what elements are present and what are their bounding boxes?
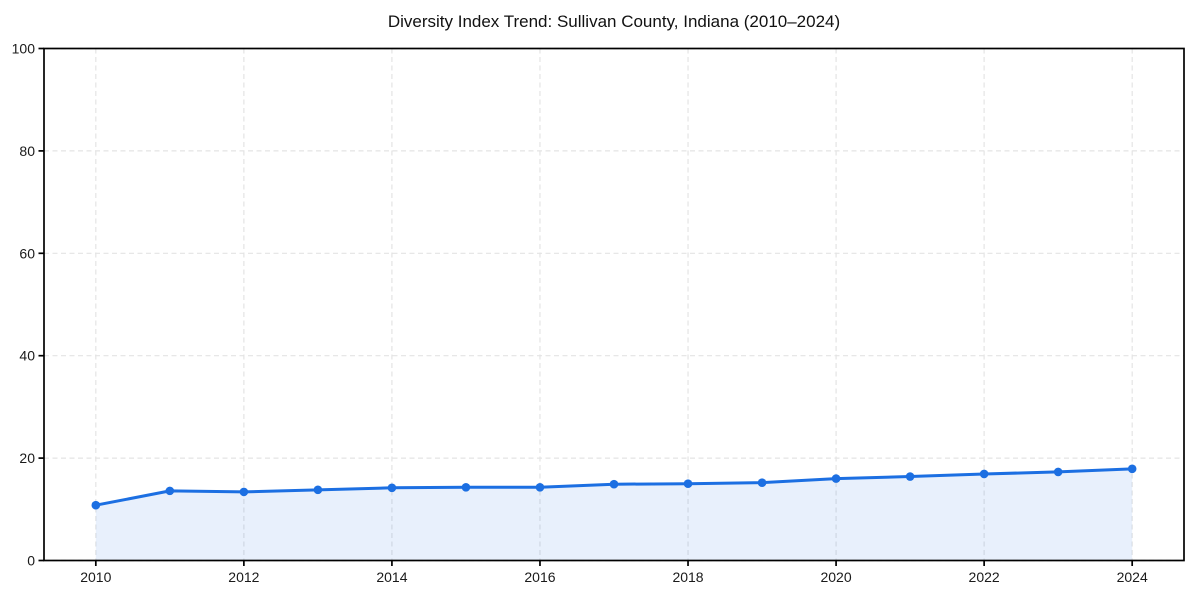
- x-tick-label: 2018: [672, 569, 703, 585]
- y-tick-label: 100: [12, 41, 36, 57]
- x-tick-label: 2012: [228, 569, 259, 585]
- gridlines: [44, 47, 1184, 562]
- data-point: [91, 500, 101, 510]
- data-point: [979, 469, 989, 479]
- area-fill: [95, 468, 1133, 561]
- data-point: [683, 479, 693, 489]
- x-tick-label: 2020: [820, 569, 851, 585]
- axes: [38, 47, 1185, 566]
- chart-title: Diversity Index Trend: Sullivan County, …: [388, 12, 840, 31]
- data-series: [91, 464, 1137, 561]
- x-tick-label: 2024: [1117, 569, 1148, 585]
- x-tick-label: 2014: [376, 569, 407, 585]
- data-point: [535, 482, 545, 492]
- plot-border: [43, 47, 1185, 562]
- x-tick-label: 2010: [80, 569, 111, 585]
- y-tick-label: 60: [19, 245, 35, 261]
- y-tick-label: 80: [19, 143, 35, 159]
- y-tick-label: 20: [19, 450, 35, 466]
- data-point: [1053, 467, 1063, 477]
- data-point: [831, 474, 841, 483]
- data-point: [757, 478, 767, 487]
- data-point: [1127, 464, 1137, 474]
- tick-labels: 2010 2012 2014 2016 2018 2020 2022 2024 0 20 40 60 8…: [12, 41, 1148, 586]
- data-point: [461, 482, 471, 492]
- x-tick-label: 2022: [969, 569, 1000, 585]
- y-tick-label: 0: [27, 553, 35, 569]
- x-tick-label: 2016: [524, 569, 555, 585]
- data-point: [165, 486, 175, 496]
- data-point: [313, 485, 323, 495]
- y-tick-label: 40: [19, 348, 35, 364]
- data-point: [239, 487, 249, 497]
- data-point: [387, 483, 397, 493]
- data-point: [609, 479, 619, 489]
- data-point: [905, 472, 915, 481]
